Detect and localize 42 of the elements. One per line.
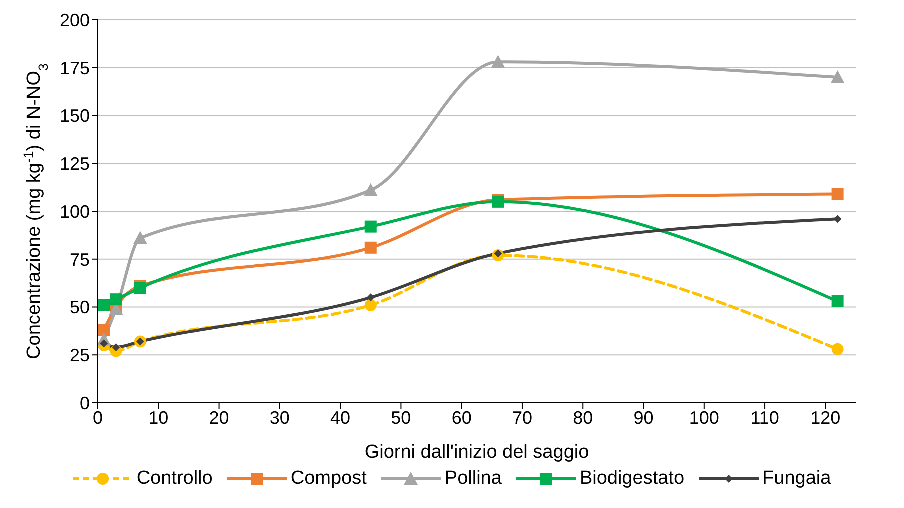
legend-label: Biodigestato — [580, 468, 685, 490]
legend-label: Fungaia — [762, 468, 832, 490]
x-tick-label: 10 — [148, 408, 169, 428]
point — [830, 70, 845, 84]
point — [832, 296, 844, 308]
y-tick-label: 200 — [60, 10, 90, 30]
point — [98, 299, 110, 312]
x-tick-label: 80 — [573, 408, 594, 428]
legend-label: Pollina — [444, 468, 502, 490]
point — [832, 188, 844, 200]
y-tick-label: 0 — [80, 393, 90, 414]
legend-label: Controllo — [136, 468, 213, 490]
y-tick-label: 125 — [60, 154, 90, 174]
y-tick-label: 175 — [60, 58, 90, 78]
x-tick-label: 110 — [750, 408, 780, 428]
point — [98, 324, 110, 336]
y-tick-label: 25 — [70, 346, 90, 366]
y-tick-label: 75 — [70, 250, 90, 270]
legend-label: Compost — [290, 468, 367, 490]
y-tick-label: 100 — [60, 202, 90, 222]
x-tick-label: 120 — [810, 408, 841, 428]
x-tick-label: 90 — [634, 408, 654, 428]
x-tick-label: 70 — [512, 408, 532, 428]
point — [133, 231, 148, 244]
x-axis-title: Giorni dall'inizio del saggio — [364, 442, 590, 463]
y-tick-label: 150 — [60, 106, 90, 126]
x-tick-label: 0 — [92, 408, 104, 428]
point — [364, 242, 377, 254]
x-tick-label: 50 — [391, 408, 412, 428]
x-tick-label: 40 — [330, 408, 351, 428]
point — [366, 294, 375, 302]
point — [364, 220, 377, 233]
x-tick-label: 30 — [270, 408, 290, 428]
x-tick-label: 100 — [689, 408, 720, 428]
point — [491, 55, 506, 68]
point — [110, 294, 122, 306]
point — [364, 183, 378, 196]
x-tick-label: 60 — [452, 408, 472, 428]
x-tick-label: 20 — [209, 408, 230, 428]
point — [832, 343, 844, 356]
y-tick-label: 50 — [70, 298, 90, 318]
point — [364, 299, 377, 312]
